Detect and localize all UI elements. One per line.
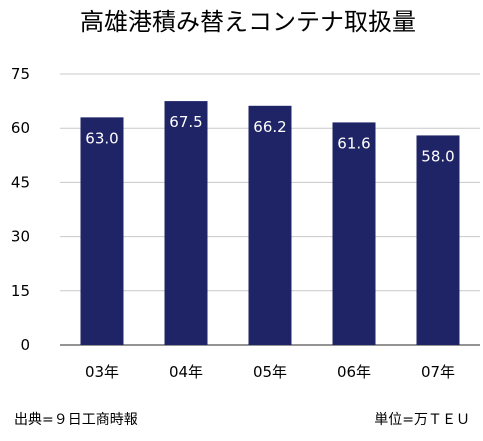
- x-category-label: 07年: [421, 363, 455, 381]
- data-label: 66.2: [253, 118, 286, 136]
- x-category-label: 03年: [85, 363, 119, 381]
- source-note: 出典=９日工商時報: [14, 412, 138, 428]
- unit-note: 単位=万ＴＥＵ: [374, 412, 470, 428]
- data-label: 58.0: [421, 147, 454, 165]
- bar: [80, 117, 124, 345]
- x-category-label: 04年: [169, 363, 203, 381]
- bar: [248, 105, 292, 345]
- y-tick-label: 15: [11, 282, 30, 300]
- y-tick-label: 60: [11, 119, 30, 137]
- data-labels: 63.0 67.5 66.2 61.6 58.0: [85, 113, 454, 165]
- chart-title: 高雄港積み替えコンテナ取扱量: [80, 8, 416, 36]
- y-tick-label: 75: [11, 65, 30, 83]
- data-label: 61.6: [337, 134, 370, 152]
- bar: [416, 135, 460, 345]
- data-label: 63.0: [85, 129, 118, 147]
- x-category-label: 05年: [253, 363, 287, 381]
- bar: [164, 101, 208, 345]
- x-category-label: 06年: [337, 363, 371, 381]
- x-axis-categories: 03年 04年 05年 06年 07年: [85, 363, 455, 381]
- y-axis-ticks: 0 15 30 45 60 75: [11, 65, 30, 354]
- bar: [332, 122, 376, 345]
- data-label: 67.5: [169, 113, 202, 131]
- bars: [80, 101, 460, 345]
- y-tick-label: 30: [11, 228, 30, 246]
- y-tick-label: 45: [11, 173, 30, 191]
- y-tick-label: 0: [20, 336, 30, 354]
